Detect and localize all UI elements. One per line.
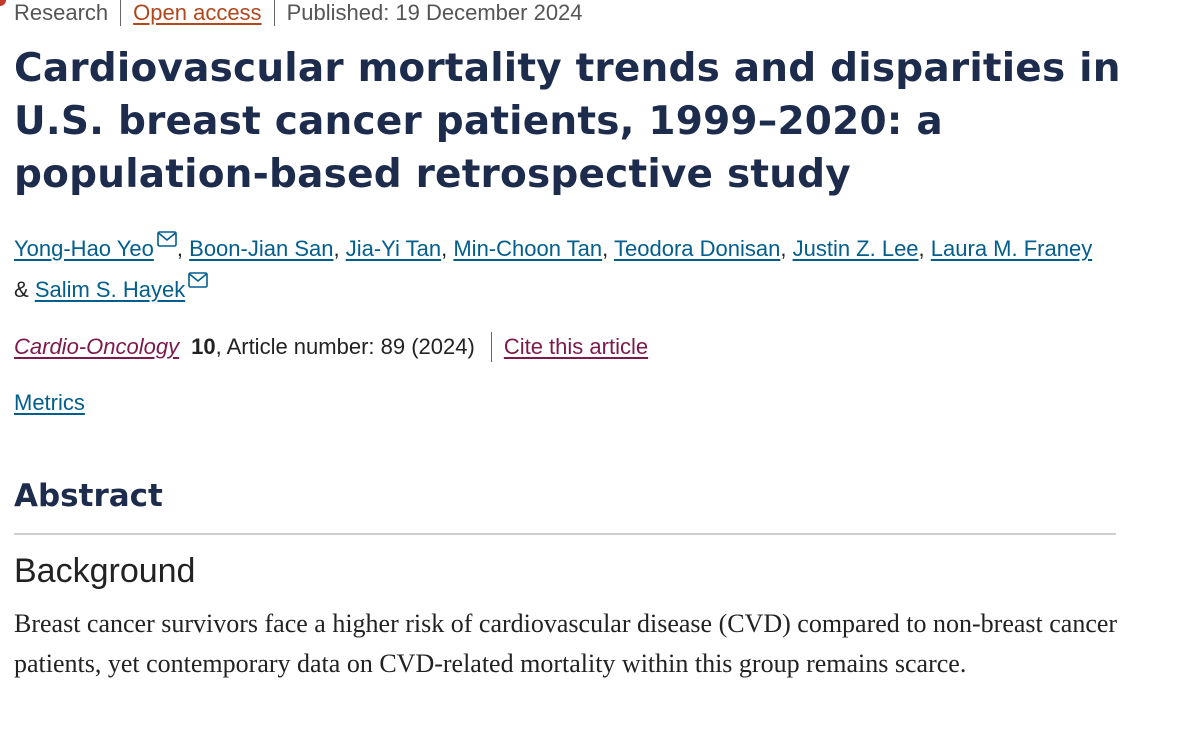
author-link[interactable]: Teodora Donisan — [614, 236, 781, 261]
background-text: Breast cancer survivors face a higher ri… — [14, 609, 1118, 678]
metrics-link[interactable]: Metrics — [14, 390, 85, 415]
author-link[interactable]: Min-Choon Tan — [453, 236, 603, 261]
article-number: , Article number: 89 (2024) — [215, 334, 475, 359]
journal-link[interactable]: Cardio-Oncology — [14, 334, 180, 359]
citation-divider — [490, 332, 492, 362]
author-link[interactable]: Boon-Jian San — [189, 236, 334, 261]
author-link[interactable]: Justin Z. Lee — [792, 236, 919, 261]
article-title: Cardiovascular mortality trends and disp… — [14, 46, 1121, 197]
citation-row: Cardio-Oncology 10 , Article number: 89 … — [14, 332, 649, 362]
author-separator: , — [333, 236, 340, 261]
author-separator: , — [441, 236, 448, 261]
open-access-link[interactable]: Open access — [133, 0, 262, 25]
author-link[interactable]: Jia-Yi Tan — [345, 236, 442, 261]
author-separator: , — [602, 236, 609, 261]
author-separator: , — [780, 236, 787, 261]
author-last-separator: & — [14, 277, 29, 302]
background-heading: Background — [14, 552, 196, 590]
author-link[interactable]: Yong-Hao Yeo — [14, 236, 154, 261]
article-meta-row: Research Open access Published: 19 Decem… — [14, 0, 583, 26]
author-link[interactable]: Salim S. Hayek — [34, 277, 186, 302]
article-type: Research — [14, 0, 109, 25]
published-date: Published: 19 December 2024 — [286, 0, 583, 25]
journal-volume: 10 — [191, 334, 216, 359]
meta-divider — [273, 0, 275, 26]
abstract-divider — [14, 533, 1116, 535]
abstract-heading: Abstract — [14, 478, 163, 514]
meta-divider — [120, 0, 122, 26]
envelope-icon[interactable] — [157, 231, 177, 247]
author-link[interactable]: Laura M. Franey — [930, 236, 1093, 261]
envelope-icon[interactable] — [188, 272, 209, 288]
author-separator: , — [176, 236, 184, 261]
corner-indicator — [0, 0, 6, 6]
cite-article-link[interactable]: Cite this article — [503, 334, 649, 359]
author-separator: , — [918, 236, 925, 261]
author-list: Yong-Hao Yeo, Boon-Jian San, Jia-Yi Tan,… — [14, 228, 1094, 310]
